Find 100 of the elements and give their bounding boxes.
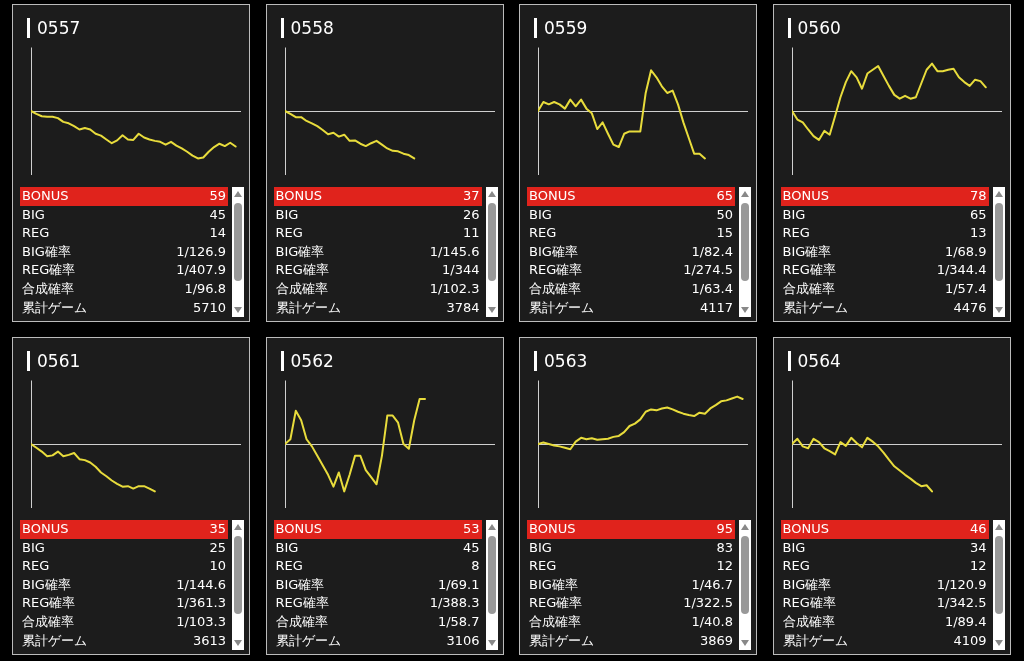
text: 1/96.8 [184,279,226,298]
text: 37 [462,187,480,205]
text: 合成確率 [782,612,835,631]
text: BONUS [782,520,829,538]
text: 累計ゲーム [275,298,341,317]
text: BIG確率 [275,575,325,594]
text: 合成確率 [275,279,328,298]
text: 1/322.5 [683,594,733,613]
text: 13 [969,224,987,243]
text: 合成確率 [22,279,74,298]
chart-title: 0557 [27,18,81,38]
text: BONUS [275,520,322,538]
text: 3784 [446,298,480,317]
text: 累計ゲーム [782,631,848,650]
text: REG [22,224,50,243]
text: 35 [209,520,226,538]
text: REG [782,557,810,576]
text: 45 [462,538,480,557]
text: 3613 [192,631,226,650]
text: BIG [782,205,806,224]
text: 10 [209,557,226,576]
text: 34 [969,538,987,557]
text: 53 [462,520,480,538]
text: 累計ゲーム [22,298,87,317]
text: 累計ゲーム [529,631,594,650]
text: 65 [969,205,987,224]
text: 1/102.3 [429,279,480,298]
text: 累計ゲーム [782,298,848,317]
text: 12 [716,557,733,576]
text: REG [529,224,557,243]
text: REG確率 [22,594,76,613]
text: BIG [275,538,299,557]
text: 1/407.9 [176,261,226,280]
text: BONUS [275,187,322,205]
text: 65 [716,187,733,205]
text: REG [275,224,303,243]
text: 合成確率 [529,279,581,298]
text: BIG確率 [275,242,325,261]
text: 1/126.9 [176,242,226,261]
text: 4117 [699,298,733,317]
text: REG確率 [22,261,76,280]
text: BONUS [22,520,69,538]
text: BIG [275,205,299,224]
text: REG確率 [782,594,836,613]
text: BIG [22,538,45,557]
text: 15 [716,224,733,243]
text: 1/145.6 [429,242,480,261]
text: 3106 [446,631,480,650]
chart-title: 0560 [787,18,841,38]
text: 1/68.9 [944,242,987,261]
text: BIG確率 [529,575,578,594]
text: BONUS [782,187,829,205]
text: BIG [529,205,552,224]
text: 46 [969,520,987,538]
text: 14 [209,224,226,243]
text: BIG [529,538,552,557]
text: 合成確率 [782,279,835,298]
text: 78 [969,187,987,205]
text: REG [22,557,50,576]
text: BIG確率 [782,242,832,261]
chart-title: 0563 [534,351,588,371]
text: REG確率 [529,261,583,280]
text: REG [275,557,303,576]
text: 4109 [953,631,987,650]
text: 45 [209,205,226,224]
text: 累計ゲーム [22,631,87,650]
text: 1/274.5 [683,261,733,280]
text: 12 [969,557,987,576]
text: REG確率 [529,594,583,613]
text: BIG確率 [782,575,832,594]
text: 25 [209,538,226,557]
text: 1/57.4 [944,279,987,298]
text: 合成確率 [529,612,581,631]
text: 50 [716,205,733,224]
text: 11 [462,224,480,243]
chart-title: 0559 [534,18,588,38]
text: 1/144.6 [176,575,226,594]
chart-title: 0558 [280,18,334,38]
text: 8 [471,557,480,576]
text: 合成確率 [275,612,328,631]
text: REG [529,557,557,576]
text: 累計ゲーム [275,631,341,650]
text: BONUS [529,520,576,538]
text: BONUS [22,187,69,205]
chart-title: 0562 [280,351,334,371]
text: REG確率 [275,261,329,280]
text: 3869 [699,631,733,650]
text: 26 [462,205,480,224]
text: 累計ゲーム [529,298,594,317]
text: 1/89.4 [944,612,987,631]
text: 5710 [192,298,226,317]
text: BIG確率 [22,575,71,594]
text: 1/46.7 [691,575,733,594]
text: 1/58.7 [437,612,480,631]
text: BONUS [529,187,576,205]
text: BIG確率 [529,242,578,261]
text: 1/361.3 [176,594,226,613]
text: 83 [716,538,733,557]
chart-title: 0561 [27,351,81,371]
text: 1/342.5 [936,594,987,613]
